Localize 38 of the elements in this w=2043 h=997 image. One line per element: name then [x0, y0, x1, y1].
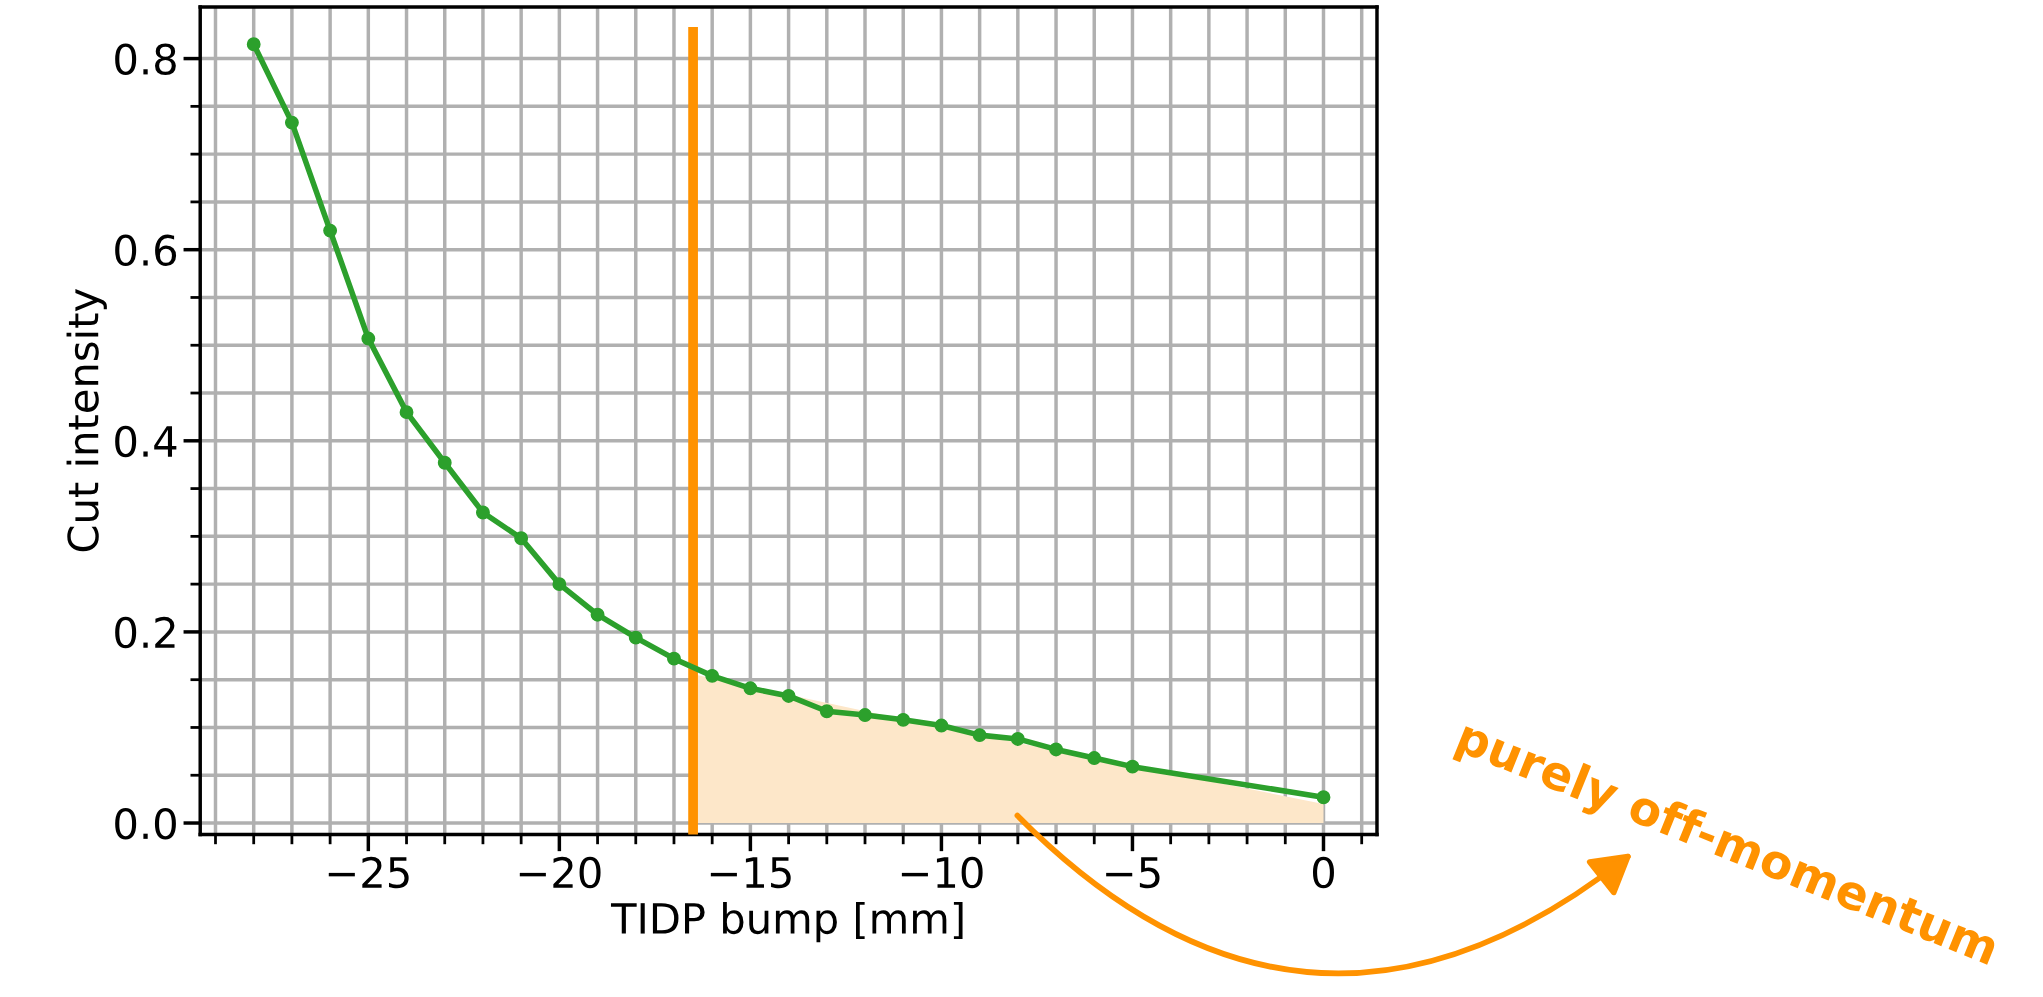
point — [437, 455, 452, 470]
point — [743, 681, 758, 696]
point — [246, 37, 261, 52]
x-tick-label: −25 — [328, 856, 409, 889]
point — [628, 630, 643, 645]
point — [361, 331, 376, 346]
y-tick-label: 0.4 — [115, 425, 177, 458]
point — [399, 405, 414, 420]
point — [705, 668, 720, 683]
point — [1049, 742, 1063, 757]
y-tick-label: 0.8 — [115, 43, 176, 75]
y-axis-title: Cut intensity — [66, 289, 107, 552]
point — [475, 505, 490, 520]
point — [1010, 731, 1025, 746]
point — [590, 607, 605, 622]
x-tick-label: −20 — [519, 856, 601, 889]
point — [819, 704, 834, 719]
point — [896, 712, 911, 727]
point — [1125, 759, 1140, 774]
point — [552, 577, 567, 592]
x-tick-label: −10 — [901, 856, 983, 889]
y-tick-label: 0.0 — [115, 807, 176, 840]
x-axis-title: TIDP bump [mm] — [610, 901, 963, 943]
point — [514, 531, 529, 546]
point — [1087, 751, 1102, 765]
point — [323, 223, 338, 238]
x-tick-label: 0 — [1312, 856, 1334, 889]
point — [667, 651, 681, 666]
y-tick-label: 0.2 — [115, 616, 175, 649]
point — [1316, 790, 1331, 805]
x-tick-label: −5 — [1106, 857, 1160, 889]
y-tick-label: 0.6 — [115, 234, 177, 267]
x-tick-label: −15 — [710, 857, 791, 889]
point — [858, 708, 872, 722]
point — [972, 728, 987, 743]
point — [934, 718, 949, 733]
point — [781, 688, 796, 703]
point — [284, 115, 299, 130]
